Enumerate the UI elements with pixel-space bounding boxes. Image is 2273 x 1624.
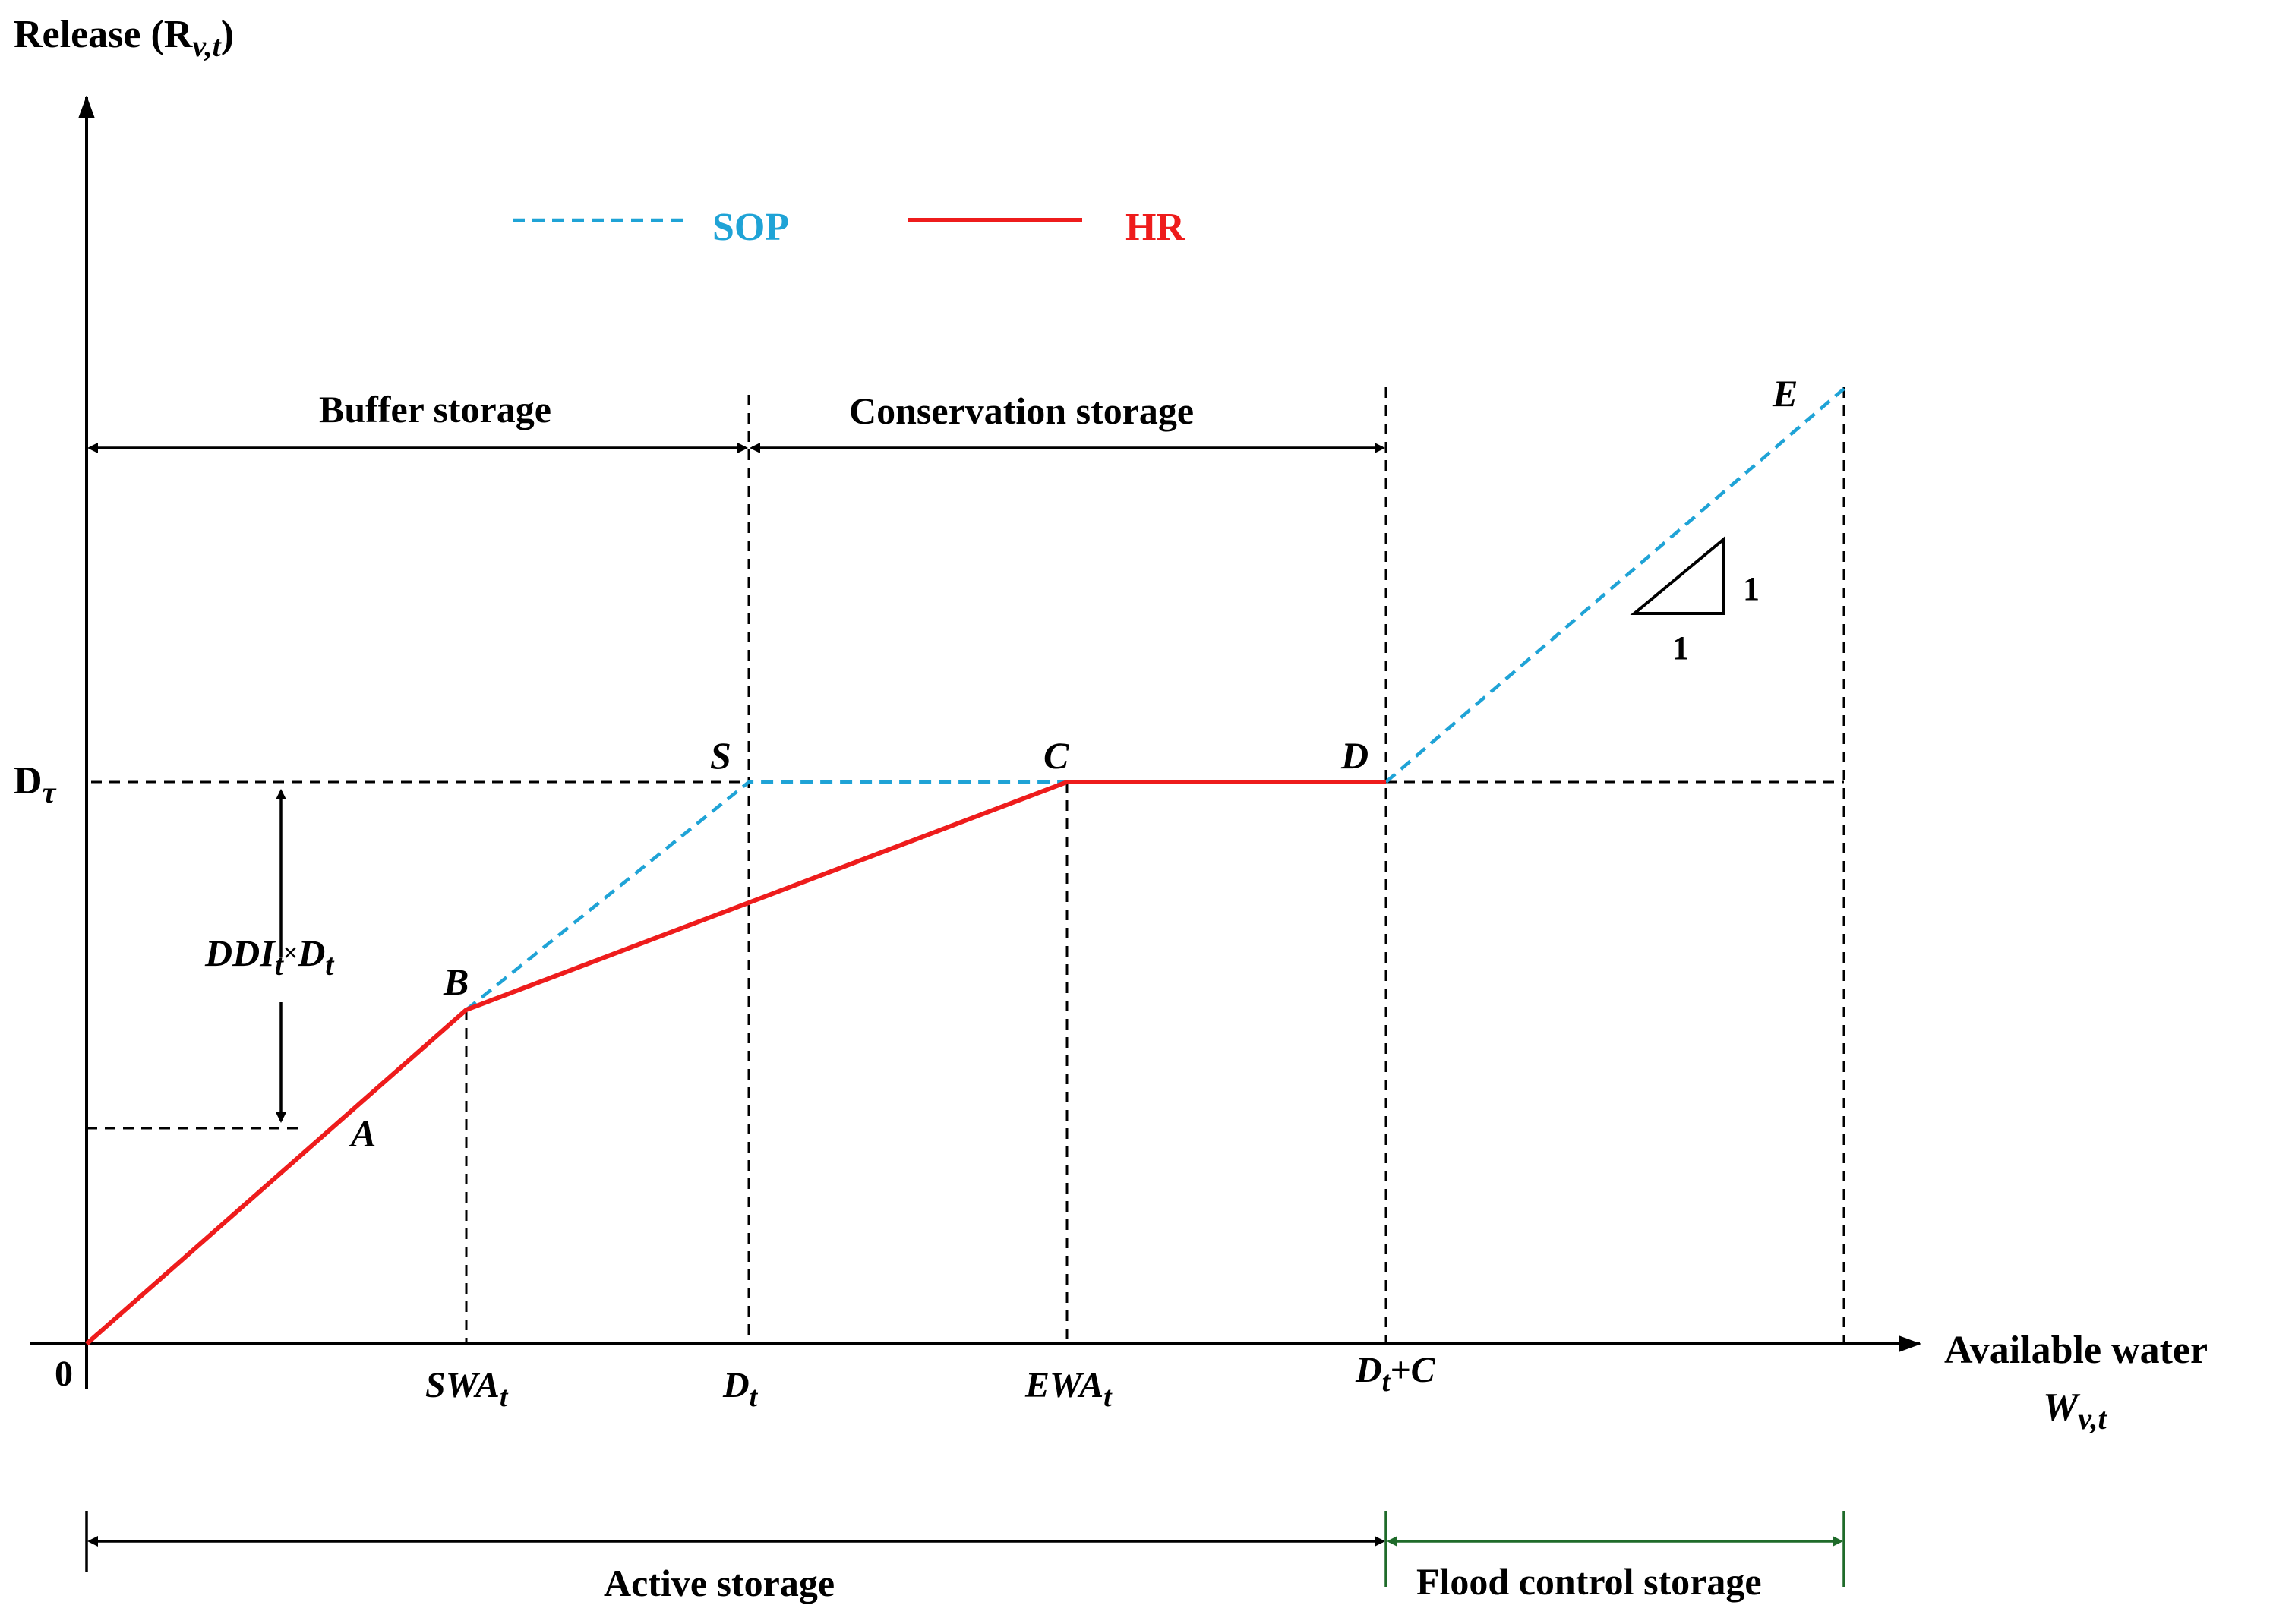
legend-hr-label: HR	[1125, 206, 1185, 249]
point-e-label: E	[1772, 372, 1798, 415]
sop-spill-line	[1384, 387, 1845, 784]
origin-label: 0	[55, 1354, 73, 1394]
y-axis-title: Release (Rv,t)	[14, 13, 234, 63]
flood-storage-label: Flood control storage	[1416, 1560, 1762, 1603]
x-tick-dt: Dt	[722, 1365, 759, 1413]
point-b-label: B	[443, 960, 469, 1003]
x-axis-variable: Wv,t	[2043, 1386, 2108, 1436]
point-s-label: S	[710, 734, 731, 777]
sop-policy-line	[465, 780, 1067, 1011]
y-tick-dtau: Dτ	[14, 759, 57, 809]
legend-sop-label: SOP	[712, 206, 789, 249]
point-c-label: C	[1043, 734, 1069, 777]
point-d-label: D	[1340, 734, 1369, 777]
hedging-rule-line	[85, 780, 1386, 1346]
buffer-storage-label: Buffer storage	[319, 388, 551, 430]
ddi-label: DDIt×Dt	[204, 932, 335, 982]
slope-rise-label: 1	[1743, 570, 1760, 607]
x-axis-title: Available water	[1944, 1329, 2208, 1372]
conservation-storage-label: Conservation storage	[849, 389, 1194, 432]
active-storage-label: Active storage	[604, 1562, 835, 1604]
x-tick-dtc: Dt+C	[1355, 1350, 1436, 1398]
point-a-label: A	[349, 1112, 376, 1155]
x-tick-swa: SWAt	[425, 1365, 509, 1413]
slope-triangle	[1630, 535, 1725, 615]
slope-run-label: 1	[1672, 629, 1689, 667]
x-tick-ewa: EWAt	[1024, 1365, 1113, 1413]
